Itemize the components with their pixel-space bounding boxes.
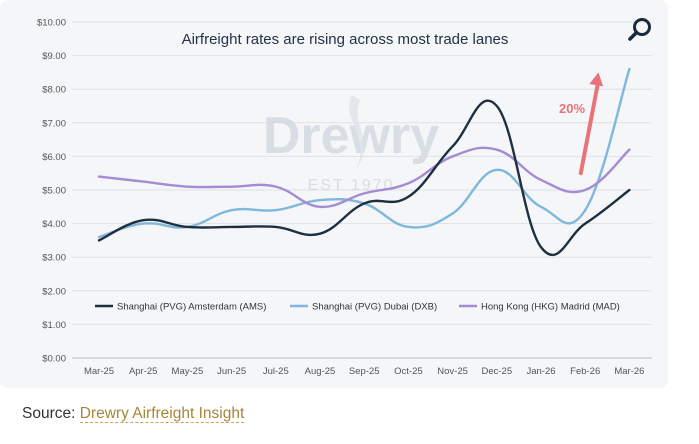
x-tick-label: May-25 — [172, 366, 204, 377]
series-line-1 — [97, 99, 631, 257]
x-tick-label: Apr-25 — [129, 366, 158, 377]
x-tick-label: Aug-25 — [305, 366, 336, 377]
y-tick-label: $9.00 — [42, 51, 66, 62]
y-tick-label: $8.00 — [42, 85, 66, 96]
y-tick-label: $0.00 — [42, 354, 66, 365]
search-icon — [628, 18, 651, 41]
source-line: Source: Drewry Airfreight Insight — [22, 405, 245, 423]
x-tick-label: Oct-25 — [394, 366, 423, 377]
x-tick-label: Feb-26 — [570, 366, 600, 377]
x-tick-label: Jun-25 — [217, 366, 246, 377]
x-tick-label: Jul-25 — [263, 366, 289, 377]
y-tick-label: $2.00 — [42, 286, 66, 297]
watermark-tagline: EST 1970 — [308, 177, 395, 194]
y-tick-label: $7.00 — [42, 118, 66, 129]
annotation-arrow — [578, 78, 601, 176]
y-tick-label: $3.00 — [42, 253, 66, 264]
x-tick-label: Dec-25 — [481, 366, 512, 377]
y-tick-label: $6.00 — [42, 152, 66, 163]
source-label: Source: — [22, 405, 76, 422]
annotation-label: 20% — [559, 101, 585, 116]
x-tick-label: Mar-25 — [84, 366, 114, 377]
x-tick-label: Jan-26 — [526, 366, 555, 377]
x-tick-label: Sep-25 — [349, 366, 380, 377]
legend-label: Shanghai (PVG) Dubai (DXB) — [312, 302, 437, 313]
x-tick-label: Mar-26 — [614, 366, 644, 377]
legend-label: Shanghai (PVG) Amsterdam (AMS) — [117, 302, 266, 313]
y-tick-label: $1.00 — [42, 320, 66, 331]
y-tick-label: $5.00 — [42, 186, 66, 197]
chart-panel: Drewry EST 1970 $0.00 $1.00 $2.00 $3.00 $4.00… — [0, 0, 668, 388]
chart-title: Airfreight rates are rising across most … — [182, 31, 509, 48]
watermark-flame-icon — [349, 95, 364, 170]
zoom-button[interactable] — [622, 12, 658, 48]
y-tick-label: $10.00 — [37, 18, 66, 29]
x-tick-label: Nov-25 — [437, 366, 468, 377]
y-tick-label: $4.00 — [42, 219, 66, 230]
legend-label: Hong Kong (HKG) Madrid (MAD) — [481, 302, 620, 313]
source-link[interactable]: Drewry Airfreight Insight — [79, 405, 245, 423]
annotation-arrowhead — [589, 72, 604, 87]
